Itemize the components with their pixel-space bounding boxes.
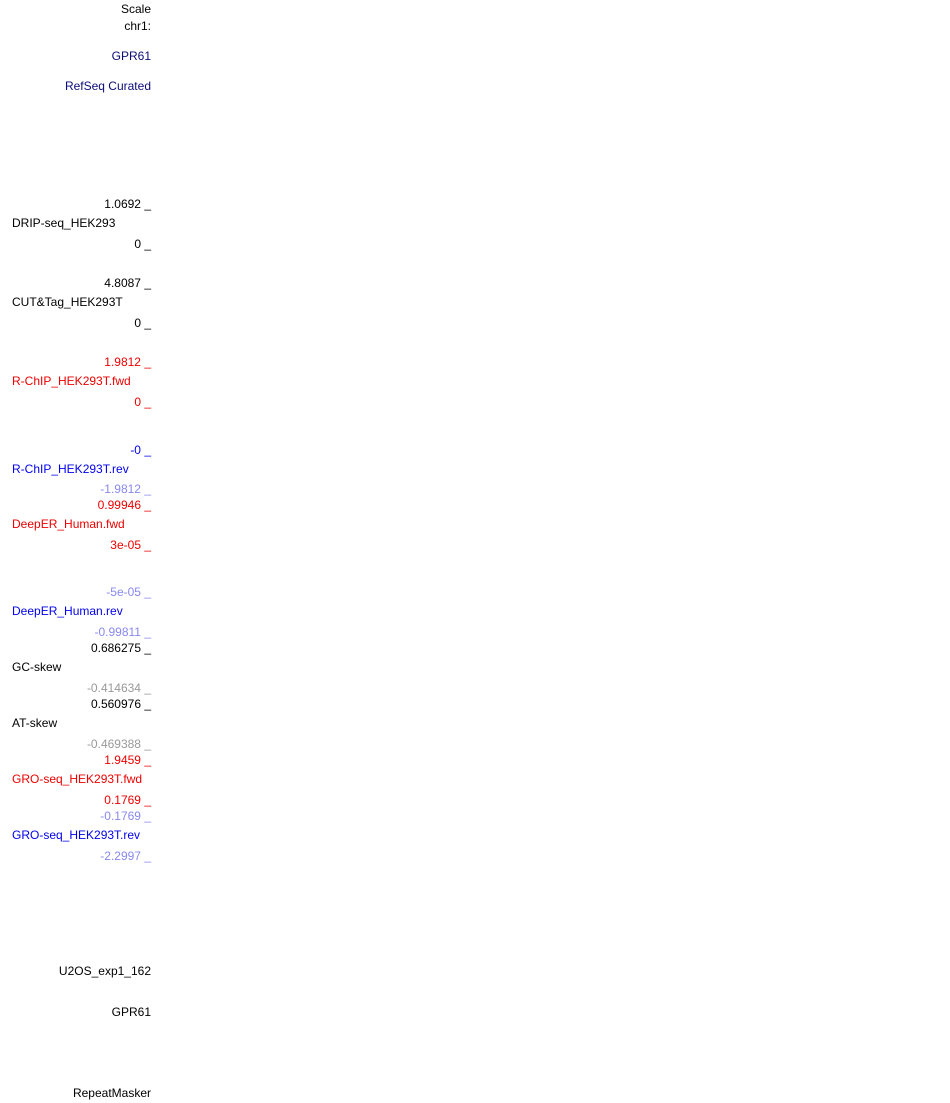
- axis-max-label: 1.0692 _: [104, 197, 151, 211]
- chromosome-label: chr1:: [124, 19, 151, 33]
- axis-max-label: 1.9812 _: [104, 355, 151, 369]
- axis-max-label: 0.560976 _: [90, 697, 151, 711]
- axis-max-label: 0.686275 _: [90, 641, 151, 655]
- axis-min-label: -1.9812 _: [100, 482, 151, 496]
- track-name-label[interactable]: DeepER_Human.rev: [12, 604, 123, 618]
- axis-min-label: 0.1769 _: [104, 793, 151, 807]
- track-name-label[interactable]: R-ChIP_HEK293T.rev: [12, 462, 129, 476]
- axis-min-label: 0 _: [134, 395, 151, 409]
- track-name-label[interactable]: GRO-seq_HEK293T.rev: [12, 828, 141, 842]
- scale-label: Scale: [120, 2, 151, 16]
- axis-max-label: -0 _: [130, 443, 151, 457]
- track-label-refseq-curated[interactable]: RefSeq Curated: [64, 79, 151, 93]
- track-label-u2os-exp1-162[interactable]: U2OS_exp1_162: [58, 964, 151, 978]
- axis-min-label: -2.2997 _: [100, 849, 151, 863]
- track-name-label[interactable]: GC-skew: [12, 660, 62, 674]
- track-name-label[interactable]: CUT&Tag_HEK293T: [12, 295, 123, 309]
- gene-label-gpr61-bottom[interactable]: GPR61: [111, 1005, 151, 1019]
- track-name-label[interactable]: GRO-seq_HEK293T.fwd: [12, 772, 143, 786]
- axis-min-label: 3e-05 _: [110, 538, 151, 552]
- track-name-label[interactable]: R-ChIP_HEK293T.fwd: [12, 374, 131, 388]
- track-label-repeatmasker[interactable]: RepeatMasker: [72, 1086, 151, 1100]
- track-name-label[interactable]: AT-skew: [12, 716, 58, 730]
- axis-min-label: -0.99811 _: [94, 625, 152, 639]
- axis-max-label: 0.99946 _: [97, 498, 151, 512]
- axis-min-label: -0.469388 _: [86, 737, 151, 751]
- gene-label-gpr61-top[interactable]: GPR61: [111, 49, 151, 63]
- axis-max-label: -0.1769 _: [100, 809, 151, 823]
- track-name-label[interactable]: DRIP-seq_HEK293: [12, 216, 116, 230]
- axis-min-label: 0 _: [134, 237, 151, 251]
- axis-min-label: -0.414634 _: [86, 681, 151, 695]
- axis-max-label: 1.9459 _: [104, 753, 151, 767]
- axis-min-label: 0 _: [134, 316, 151, 330]
- axis-max-label: 4.8087 _: [104, 276, 151, 290]
- track-name-label[interactable]: DeepER_Human.fwd: [12, 517, 125, 531]
- axis-max-label: -5e-05 _: [106, 585, 151, 599]
